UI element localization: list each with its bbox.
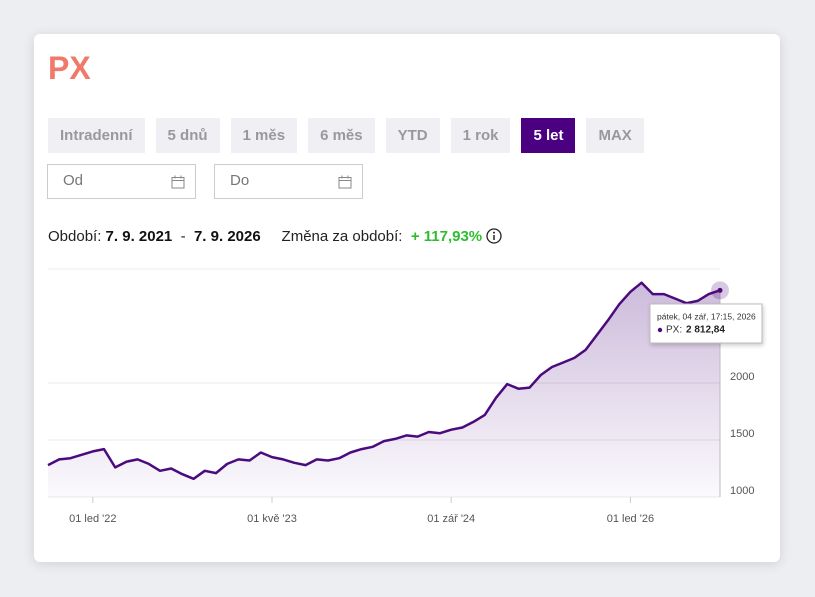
x-tick-label: 01 zář '24 — [427, 513, 475, 525]
separator: - — [180, 228, 186, 245]
date-from[interactable]: Od — [47, 164, 196, 199]
range-button[interactable]: 5 let — [521, 118, 576, 153]
date-to[interactable]: Do — [214, 164, 363, 199]
hover-point — [717, 287, 723, 293]
change-label: Změna za období: — [281, 228, 403, 245]
tooltip-dot — [657, 327, 663, 333]
period: Období: 7. 9. 2021 - 7. 9. 2026 Změna za… — [48, 228, 502, 245]
range-buttons: Intradenní 5 dnů 1 měs 6 měs YTD 1 rok 5 let MA… — [48, 118, 644, 153]
title: PX — [48, 50, 91, 86]
info-icon[interactable] — [486, 228, 502, 244]
x-tick-label: 01 kvě '23 — [247, 513, 297, 525]
period-from: 7. 9. 2021 — [105, 228, 173, 245]
placeholder: Od — [63, 172, 84, 189]
period-to: 7. 9. 2026 — [193, 228, 261, 245]
x-tick-label: 01 led '22 — [69, 513, 116, 525]
calendar-icon — [338, 175, 352, 189]
range-button[interactable]: YTD — [385, 118, 440, 153]
range-button[interactable]: 6 měs — [308, 118, 375, 153]
y-tick-label: 1500 — [730, 428, 754, 440]
range-button[interactable]: 1 rok — [450, 118, 511, 153]
range-button[interactable]: 5 dnů — [155, 118, 220, 153]
range-button[interactable]: 1 měs — [230, 118, 298, 153]
tooltip-date: pátek, 04 zář, 17:15, 2026 — [657, 311, 756, 321]
range-button[interactable]: MAX — [586, 118, 644, 153]
area — [48, 282, 720, 497]
range-button[interactable]: Intradenní — [48, 118, 145, 153]
tooltip-value: 2 812,84 — [686, 325, 725, 336]
calendar-icon — [171, 175, 185, 189]
period-label: Období: — [48, 228, 102, 245]
tooltip — [649, 303, 763, 344]
x-tick-label: 01 led '26 — [607, 513, 654, 525]
change-value: + 117,93% — [410, 228, 483, 245]
placeholder: Do — [230, 172, 250, 189]
tooltip-label: PX: — [666, 325, 682, 336]
y-tick-label: 2000 — [730, 371, 754, 383]
line — [47, 281, 721, 481]
y-tick-label: 1000 — [730, 485, 754, 497]
